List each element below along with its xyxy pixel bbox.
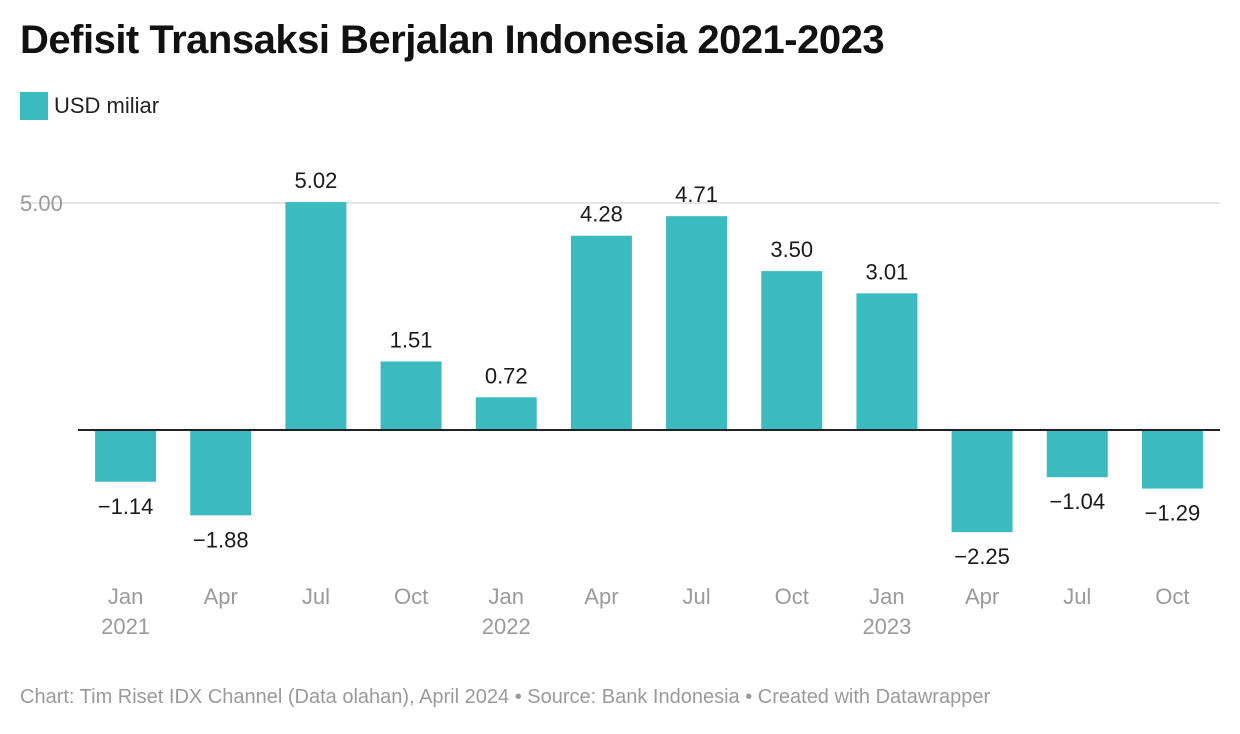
bar: [570, 235, 632, 430]
x-tick-label: Jul: [1063, 584, 1091, 609]
bar: [475, 397, 537, 430]
data-label: 4.28: [580, 202, 623, 227]
data-label: −1.04: [1049, 489, 1105, 514]
data-label: −2.25: [954, 544, 1010, 569]
footer-separator: •: [745, 686, 753, 708]
chart-title: Defisit Transaksi Berjalan Indonesia 202…: [20, 18, 885, 62]
data-label: 3.01: [866, 259, 909, 284]
legend-label: USD miliar: [54, 93, 160, 118]
footer-credit: Chart: Tim Riset IDX Channel (Data olaha…: [20, 686, 510, 708]
x-tick-label: Apr: [965, 584, 999, 609]
bar: [951, 430, 1013, 533]
footer-separator: •: [514, 686, 522, 708]
bar: [95, 430, 157, 482]
x-tick-label: Jan: [869, 584, 904, 609]
chart-footer: Chart: Tim Riset IDX Channel (Data olaha…: [20, 686, 990, 709]
x-tick-label: Oct: [775, 584, 809, 609]
data-label: 3.50: [770, 237, 813, 262]
x-tick-label: Apr: [584, 584, 618, 609]
data-label: −1.29: [1145, 501, 1201, 526]
data-label: 0.72: [485, 363, 528, 388]
bar: [380, 361, 442, 430]
x-tick-label: Apr: [204, 584, 238, 609]
x-tick-year-label: 2022: [482, 614, 531, 639]
x-tick-label: Jul: [683, 584, 711, 609]
legend: USD miliar: [20, 92, 159, 120]
bar: [856, 293, 918, 430]
legend-swatch: [20, 92, 48, 120]
y-tick-label: 5.00: [20, 191, 63, 216]
x-tick-label: Jul: [302, 584, 330, 609]
bar: [285, 202, 347, 430]
bar: [1141, 430, 1203, 489]
footer-created-with: Created with Datawrapper: [757, 686, 991, 708]
data-label: 4.71: [675, 182, 718, 207]
bar: [666, 216, 728, 430]
data-label: −1.14: [98, 494, 154, 519]
data-label: 1.51: [390, 327, 433, 352]
x-tick-label: Jan: [108, 584, 143, 609]
x-tick-label: Jan: [489, 584, 524, 609]
bar: [761, 271, 823, 430]
bar: [1046, 430, 1108, 478]
x-tick-label: Oct: [1155, 584, 1189, 609]
x-tick-year-label: 2023: [862, 614, 911, 639]
data-label: −1.88: [193, 527, 249, 552]
x-tick-label: Oct: [394, 584, 428, 609]
bar: [190, 430, 252, 516]
data-label: 5.02: [295, 168, 338, 193]
footer-source: Source: Bank Indonesia: [527, 686, 740, 708]
x-tick-year-label: 2021: [101, 614, 150, 639]
